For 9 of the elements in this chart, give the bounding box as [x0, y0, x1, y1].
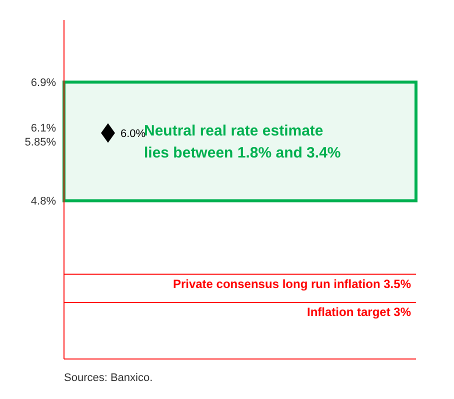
- band-label: Neutral real rate estimate lies between 1.8% and 3.4%: [144, 122, 341, 162]
- y-tick-label: 6.1%: [30, 122, 56, 134]
- ref-line-label: Inflation target 3%: [306, 305, 412, 320]
- ref-line-label: Private consensus long run inflation 3.5%: [172, 276, 412, 291]
- y-tick-label: 5.85%: [24, 136, 56, 148]
- data-label: 6.0%: [120, 128, 146, 140]
- y-tick-label: 4.8%: [30, 196, 56, 208]
- y-tick-label: 6.9%: [30, 77, 56, 90]
- source-note: Sources: Banxico.: [64, 372, 153, 384]
